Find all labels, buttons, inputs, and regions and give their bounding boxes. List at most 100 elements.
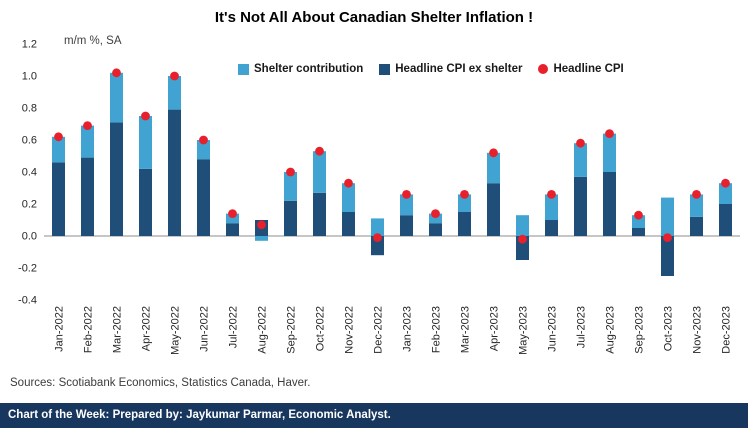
y-axis-tick-label: 0.0 bbox=[22, 231, 37, 243]
headline-cpi-dot bbox=[315, 146, 324, 156]
chart-legend: Shelter contribution Headline CPI ex shel… bbox=[238, 63, 624, 75]
x-axis-label: Mar-2023 bbox=[460, 306, 472, 353]
headline-cpi-dot bbox=[634, 210, 643, 220]
bar-segment-headline-cpi-ex-shelter bbox=[719, 204, 732, 236]
y-axis-tick-label: 0.6 bbox=[22, 135, 37, 147]
headline-cpi-dot bbox=[547, 190, 556, 199]
footer-text: Chart of the Week: Prepared by: Jaykumar… bbox=[8, 409, 391, 421]
bar-segment-headline-cpi-ex-shelter bbox=[545, 220, 558, 236]
headline-cpi-dot bbox=[460, 190, 469, 199]
y-axis-tick-label: 1.2 bbox=[22, 39, 37, 51]
legend-item-headline-cpi-ex-shelter: Headline CPI ex shelter bbox=[379, 63, 522, 75]
x-axis-label: Jul-2023 bbox=[576, 306, 588, 348]
bar-segment-shelter-contribution bbox=[603, 133, 616, 172]
x-axis-label: Oct-2023 bbox=[663, 306, 675, 351]
bar-segment-shelter-contribution bbox=[168, 76, 181, 110]
bar-segment-shelter-contribution bbox=[429, 213, 442, 224]
bar-segment-shelter-contribution bbox=[458, 194, 471, 212]
bar-segment-headline-cpi-ex-shelter bbox=[197, 159, 210, 236]
y-axis-unit-label: m/m %, SA bbox=[64, 35, 122, 47]
bar-segment-shelter-contribution bbox=[661, 197, 674, 236]
headline-cpi-dot bbox=[518, 234, 527, 244]
bar-segment-shelter-contribution bbox=[719, 183, 732, 204]
x-axis-label: Feb-2023 bbox=[431, 306, 443, 353]
bar-segment-shelter-contribution bbox=[371, 218, 384, 236]
bar-segment-headline-cpi-ex-shelter bbox=[429, 223, 442, 236]
bar-segment-shelter-contribution bbox=[487, 152, 500, 184]
legend-item-shelter-contribution: Shelter contribution bbox=[238, 63, 363, 75]
bar-segment-headline-cpi-ex-shelter bbox=[81, 157, 94, 236]
bar-segment-headline-cpi-ex-shelter bbox=[690, 216, 703, 236]
bar-segment-headline-cpi-ex-shelter bbox=[458, 212, 471, 236]
x-axis-label: Mar-2022 bbox=[112, 306, 124, 353]
bar-segment-shelter-contribution bbox=[574, 143, 587, 177]
bar-segment-shelter-contribution bbox=[110, 72, 123, 123]
bar-segment-headline-cpi-ex-shelter bbox=[574, 176, 587, 236]
x-axis-label: Aug-2023 bbox=[605, 306, 617, 354]
headline-cpi-dot bbox=[170, 71, 179, 81]
chart-title: It's Not All About Canadian Shelter Infl… bbox=[214, 9, 534, 26]
bar-segment-headline-cpi-ex-shelter bbox=[52, 162, 65, 236]
bar-segment-shelter-contribution bbox=[313, 151, 326, 193]
legend-swatch-ex-shelter bbox=[379, 63, 391, 75]
y-axis-tick-label: 0.8 bbox=[22, 103, 37, 115]
bar-segment-shelter-contribution bbox=[197, 140, 210, 160]
headline-cpi-dot bbox=[286, 167, 295, 177]
headline-cpi-dot bbox=[663, 233, 672, 243]
x-axis-label: Apr-2022 bbox=[141, 306, 153, 351]
legend-label: Shelter contribution bbox=[254, 63, 364, 75]
x-axis-label: May-2022 bbox=[170, 306, 182, 355]
bar-segment-shelter-contribution bbox=[690, 194, 703, 217]
bar-segment-headline-cpi-ex-shelter bbox=[168, 109, 181, 236]
footer-banner: Chart of the Week: Prepared by: Jaykumar… bbox=[0, 403, 748, 428]
legend-label: Headline CPI ex shelter bbox=[395, 63, 523, 75]
bar-segment-shelter-contribution bbox=[545, 194, 558, 220]
legend-item-headline-cpi: Headline CPI bbox=[538, 63, 624, 75]
bar-segment-shelter-contribution bbox=[342, 183, 355, 212]
bar-segment-headline-cpi-ex-shelter bbox=[400, 215, 413, 236]
bar-segment-shelter-contribution bbox=[226, 213, 239, 224]
bar-segment-shelter-contribution bbox=[52, 136, 65, 163]
headline-cpi-dot bbox=[721, 178, 730, 188]
headline-cpi-dot bbox=[692, 190, 701, 199]
x-axis-label: Jun-2023 bbox=[547, 306, 559, 352]
headline-cpi-dot bbox=[228, 209, 237, 219]
bar-segment-headline-cpi-ex-shelter bbox=[342, 212, 355, 236]
x-axis-label: Feb-2022 bbox=[83, 306, 95, 353]
headline-cpi-dot bbox=[344, 178, 353, 188]
headline-cpi-dot bbox=[141, 111, 150, 121]
x-axis-label: Nov-2023 bbox=[692, 306, 704, 354]
headline-cpi-dot bbox=[576, 138, 585, 148]
headline-cpi-dot bbox=[54, 132, 63, 142]
x-axis-label: Sep-2023 bbox=[634, 306, 646, 354]
bar-segment-shelter-contribution bbox=[400, 194, 413, 216]
x-axis-label: Apr-2023 bbox=[489, 306, 501, 351]
bar-segment-headline-cpi-ex-shelter bbox=[110, 122, 123, 236]
y-axis-tick-label: 0.4 bbox=[22, 167, 37, 179]
legend-swatch-headline-dot bbox=[538, 64, 549, 74]
bar-segment-headline-cpi-ex-shelter bbox=[371, 236, 384, 256]
chart-canvas: -0.4 -0.2 0.0 0.2 0.4 0.6 0.8 1.0 1.2 Jan-2022 Feb… bbox=[18, 39, 740, 355]
x-axis-label: Aug-2022 bbox=[257, 306, 269, 354]
bar-segment-headline-cpi-ex-shelter bbox=[603, 172, 616, 236]
sources-note: Sources: Scotiabank Economics, Statistic… bbox=[10, 377, 311, 389]
bar-segment-shelter-contribution bbox=[139, 116, 152, 169]
bar-segment-shelter-contribution bbox=[81, 125, 94, 158]
x-axis-label: Nov-2022 bbox=[344, 306, 356, 354]
x-axis-label: Dec-2022 bbox=[373, 306, 385, 354]
headline-cpi-dot bbox=[199, 135, 208, 145]
headline-cpi-dot bbox=[257, 220, 266, 230]
x-axis-label: Jul-2022 bbox=[228, 306, 240, 348]
y-axis-tick-label: 1.0 bbox=[22, 71, 37, 83]
x-axis-label: Dec-2023 bbox=[721, 306, 733, 354]
y-axis-tick-label: 0.2 bbox=[22, 199, 37, 211]
x-axis-label: Oct-2022 bbox=[315, 306, 327, 351]
bar-segment-headline-cpi-ex-shelter bbox=[313, 192, 326, 236]
bar-segment-headline-cpi-ex-shelter bbox=[661, 236, 674, 276]
bar-segment-shelter-contribution bbox=[284, 172, 297, 201]
x-axis-label: Jan-2023 bbox=[402, 306, 414, 352]
bar-segment-headline-cpi-ex-shelter bbox=[226, 223, 239, 236]
headline-cpi-dot bbox=[431, 209, 440, 219]
x-axis-label: Sep-2022 bbox=[286, 306, 298, 354]
